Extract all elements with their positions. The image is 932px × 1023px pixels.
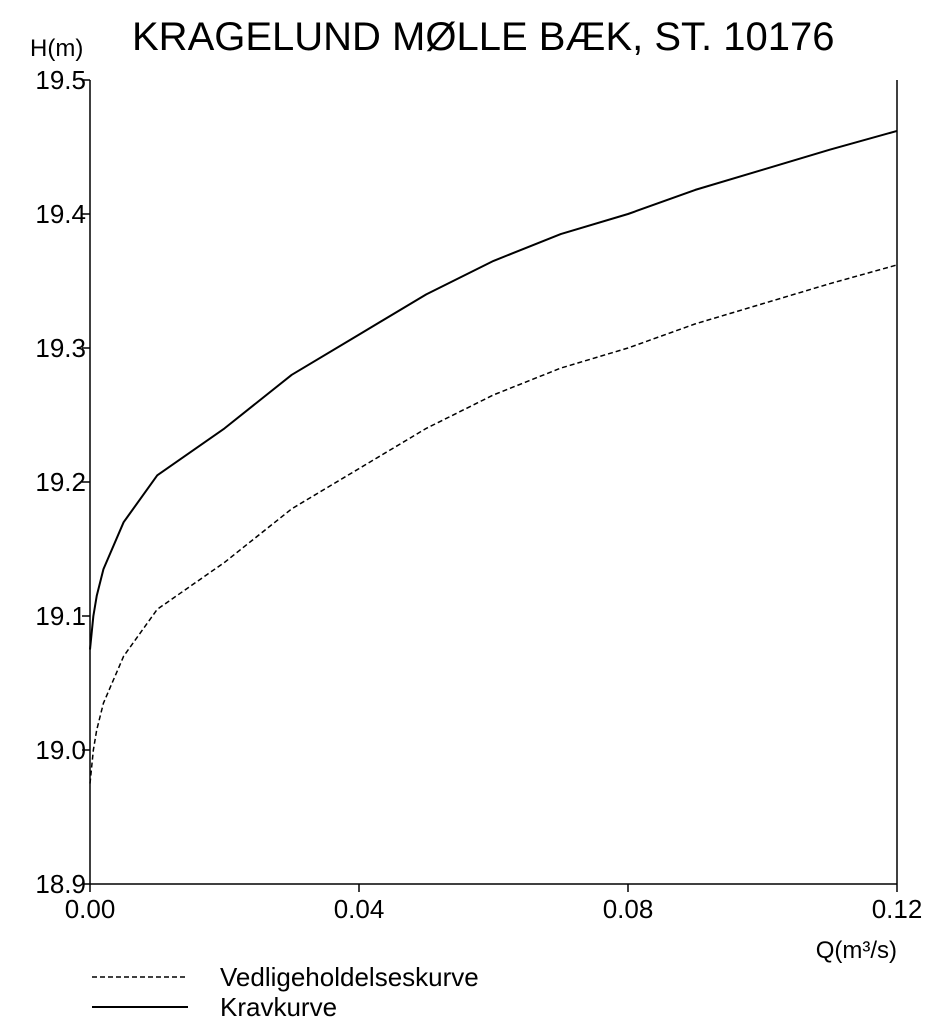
series-line-vedligeholdelseskurve <box>90 265 897 784</box>
x-tick-label: 0.12 <box>872 894 923 924</box>
x-tick-label: 0.00 <box>65 894 116 924</box>
x-tick-label: 0.04 <box>334 894 385 924</box>
y-tick-label: 19.1 <box>35 601 86 631</box>
legend-label: Vedligeholdelseskurve <box>220 962 479 992</box>
y-tick-label: 19.0 <box>35 735 86 765</box>
y-ticks: 18.919.019.119.219.319.419.5 <box>35 65 90 899</box>
legend-label: Kravkurve <box>220 992 337 1022</box>
x-tick-label: 0.08 <box>603 894 654 924</box>
y-tick-label: 19.3 <box>35 333 86 363</box>
chart-title: KRAGELUND MØLLE BÆK, ST. 10176 <box>132 15 835 59</box>
y-tick-label: 19.2 <box>35 467 86 497</box>
plot-frame <box>90 80 897 884</box>
x-axis-label: Q(m³/s) <box>816 937 897 964</box>
y-tick-label: 19.5 <box>35 65 86 95</box>
y-tick-label: 19.4 <box>35 199 86 229</box>
x-ticks: 0.00 0.04 0.08 0.12 <box>65 884 923 924</box>
y-axis-label: H(m) <box>30 35 83 62</box>
series-layer <box>90 131 897 784</box>
